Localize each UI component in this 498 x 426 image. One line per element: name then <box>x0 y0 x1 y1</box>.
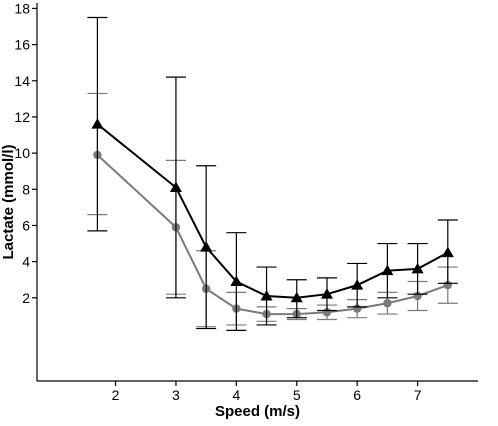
y-tick-label: 18 <box>14 0 30 16</box>
data-point-triangle <box>91 118 104 129</box>
x-axis-title: Speed (m/s) <box>215 403 300 420</box>
y-axis-title: Lactate (mmol/l) <box>0 144 17 259</box>
data-point-triangle <box>230 275 243 287</box>
y-tick-label: 10 <box>14 145 30 161</box>
x-tick-label: 5 <box>293 387 301 403</box>
data-point-triangle <box>411 262 424 274</box>
data-point-triangle <box>441 246 454 258</box>
y-tick-label: 4 <box>22 254 30 270</box>
x-axis-ticks: 2 3 4 5 6 7 <box>112 381 422 403</box>
series-line <box>96 123 449 299</box>
y-tick-label: 12 <box>14 109 30 125</box>
series-circle <box>87 92 458 328</box>
x-tick-label: 4 <box>232 387 240 403</box>
y-tick-label: 16 <box>14 37 30 53</box>
x-tick-label: 2 <box>112 387 120 403</box>
data-point-triangle <box>200 241 213 252</box>
x-tick-label: 6 <box>353 387 361 403</box>
data-point-triangle <box>290 291 303 303</box>
y-tick-label: 2 <box>22 290 30 306</box>
y-tick-label: 14 <box>14 73 30 89</box>
data-point-triangle <box>320 288 333 299</box>
data-point-triangle <box>381 264 394 276</box>
series-triangle <box>87 16 458 331</box>
data-point-triangle <box>169 181 182 192</box>
series-line <box>96 154 449 316</box>
y-axis-ticks: 2 4 6 8 10 12 14 16 18 <box>14 0 37 306</box>
axes-layer <box>36 3 478 382</box>
series-layer <box>87 16 458 331</box>
x-tick-label: 3 <box>172 387 180 403</box>
data-point-triangle <box>351 279 364 290</box>
x-tick-label: 7 <box>414 387 422 403</box>
y-tick-label: 8 <box>22 181 30 197</box>
data-point-circle <box>383 299 392 308</box>
data-point-triangle <box>260 289 273 301</box>
y-tick-label: 6 <box>22 217 30 233</box>
